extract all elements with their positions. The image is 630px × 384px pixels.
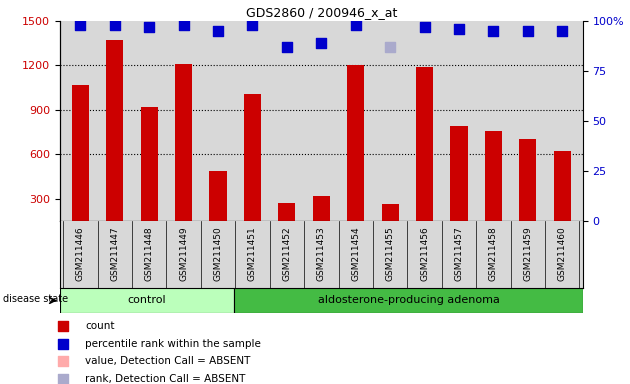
Bar [60,288,234,313]
Bar [450,126,467,243]
Point [76,22,86,28]
Point [179,22,189,28]
Point [110,22,120,28]
Text: percentile rank within the sample: percentile rank within the sample [85,339,261,349]
Text: disease state: disease state [3,294,68,304]
Point [557,28,567,34]
Text: GSM211458: GSM211458 [489,226,498,281]
Point [523,28,533,34]
Point [282,44,292,50]
Point [58,323,68,329]
Bar [416,67,433,243]
Text: GSM211460: GSM211460 [558,226,566,281]
Text: GSM211453: GSM211453 [317,226,326,281]
Point [351,22,361,28]
Point [454,26,464,32]
Text: rank, Detection Call = ABSENT: rank, Detection Call = ABSENT [85,374,246,384]
Text: GSM211454: GSM211454 [351,226,360,281]
Text: aldosterone-producing adenoma: aldosterone-producing adenoma [318,295,500,306]
Bar [234,288,583,313]
Text: GSM211452: GSM211452 [282,226,292,281]
Text: GSM211455: GSM211455 [386,226,394,281]
Bar [244,94,261,243]
Text: GSM211459: GSM211459 [523,226,532,281]
Text: GSM211448: GSM211448 [145,226,154,281]
Bar [210,170,227,243]
Point [420,24,430,30]
Bar [72,85,89,243]
Bar [140,107,158,243]
Point [58,341,68,347]
Bar [312,196,330,243]
Bar [519,139,536,243]
Bar [278,203,295,243]
Point [213,28,223,34]
Point [488,28,498,34]
Bar [175,64,192,243]
Bar [347,65,364,243]
Text: value, Detection Call = ABSENT: value, Detection Call = ABSENT [85,356,251,366]
Bar [554,151,571,243]
Text: GSM211456: GSM211456 [420,226,429,281]
Title: GDS2860 / 200946_x_at: GDS2860 / 200946_x_at [246,5,397,18]
Bar [484,131,502,243]
Text: GSM211450: GSM211450 [214,226,222,281]
Point [58,376,68,382]
Point [144,24,154,30]
Text: GSM211447: GSM211447 [110,226,120,281]
Text: GSM211449: GSM211449 [179,226,188,281]
Text: GSM211451: GSM211451 [248,226,257,281]
Point [58,358,68,364]
Text: control: control [128,295,166,306]
Point [316,40,326,46]
Point [385,44,395,50]
Point [248,22,258,28]
Bar [106,40,123,243]
Text: GSM211446: GSM211446 [76,226,85,281]
Bar [382,204,399,243]
Text: count: count [85,321,115,331]
Text: GSM211457: GSM211457 [454,226,464,281]
